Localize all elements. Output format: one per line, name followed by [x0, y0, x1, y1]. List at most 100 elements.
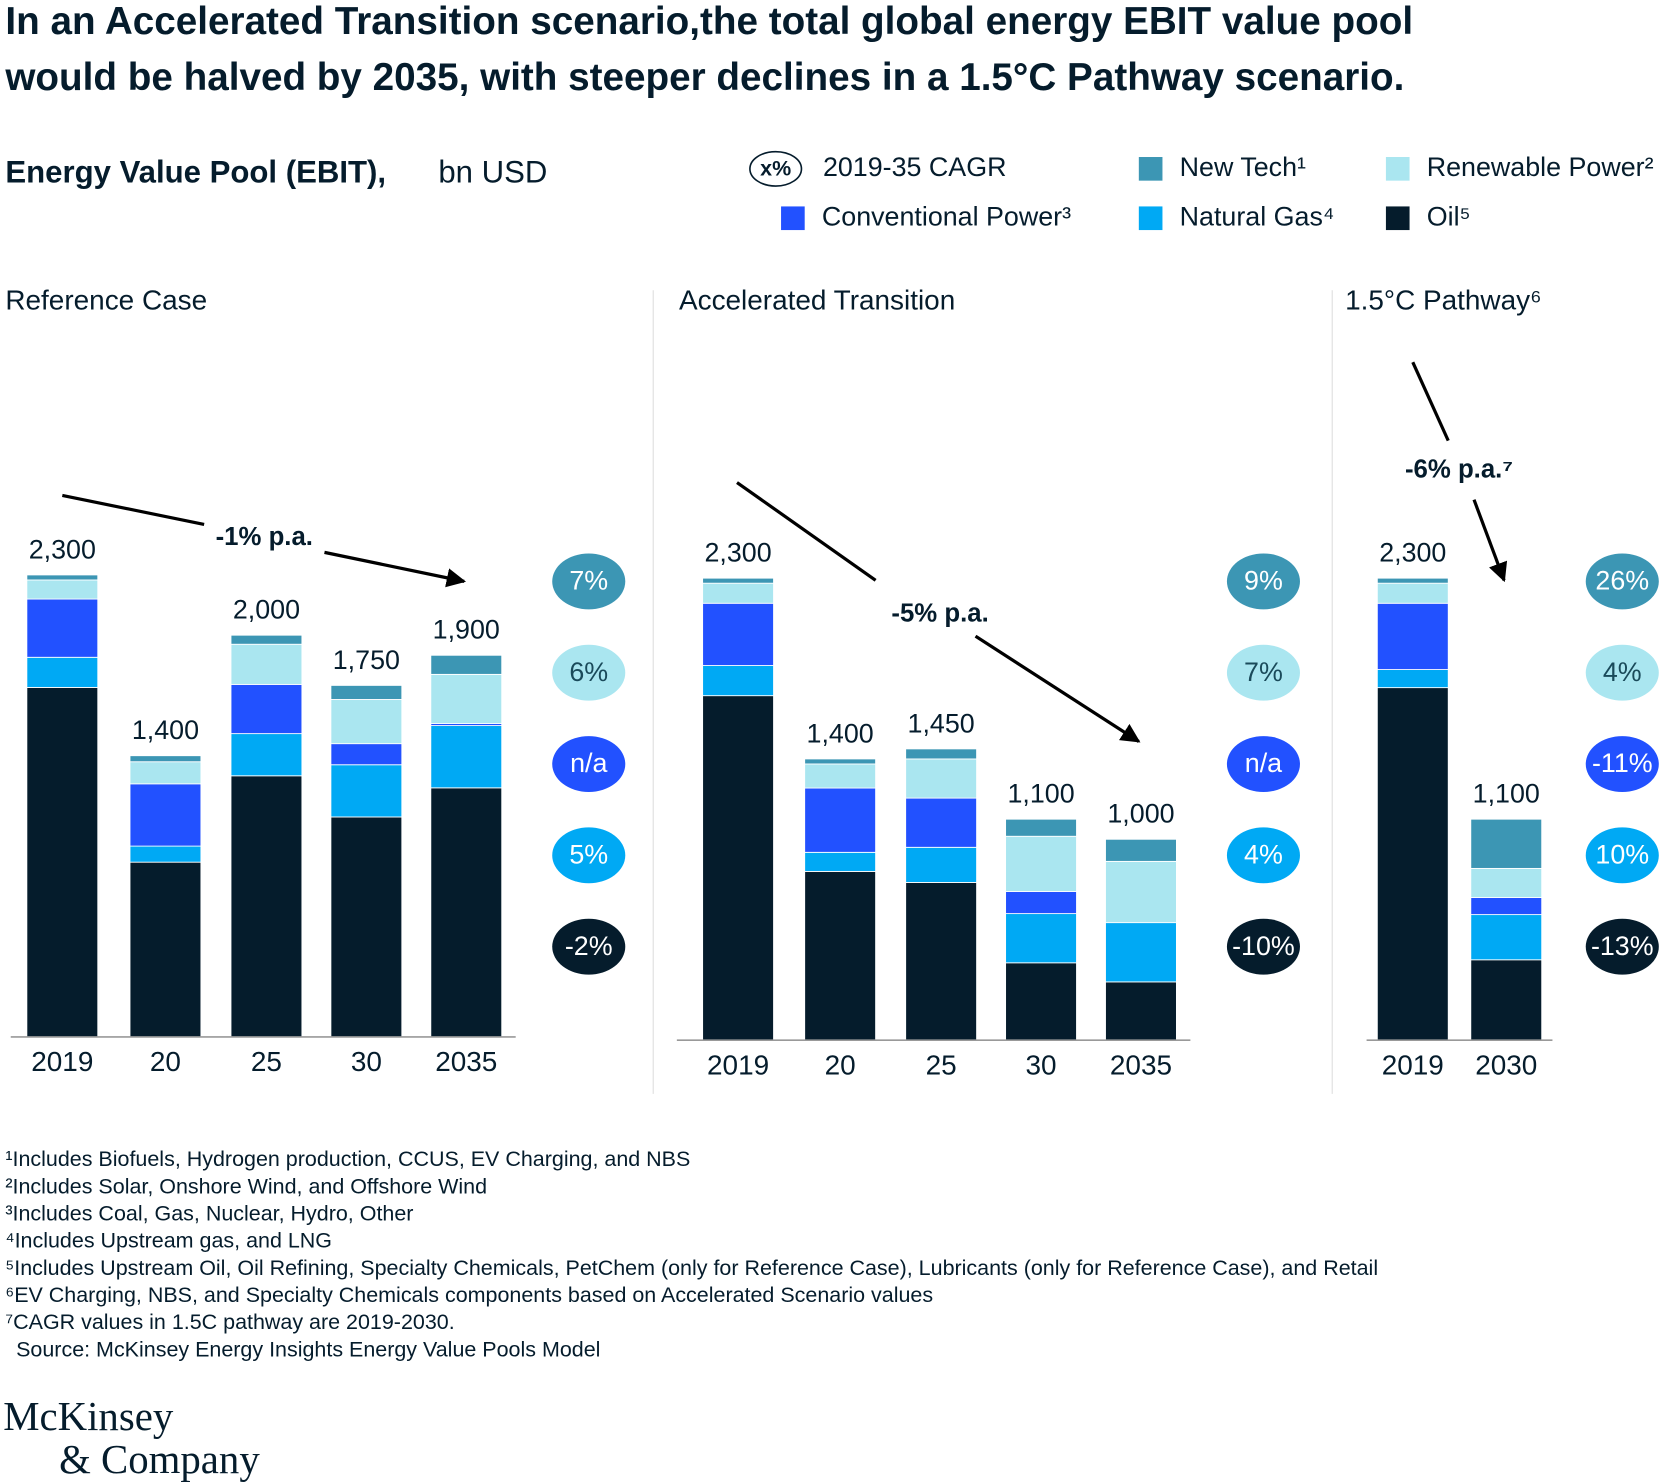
bar-segment — [905, 758, 978, 799]
x-tick-label: 2019 — [707, 1049, 769, 1080]
bar-segment — [1376, 687, 1449, 1041]
bar-segment — [26, 579, 99, 600]
legend-label: Renewable Power² — [1427, 152, 1654, 182]
panel-title: Reference Case — [5, 284, 207, 315]
bar-segment — [905, 748, 978, 760]
legend-label: 2019-35 CAGR — [823, 152, 1007, 182]
bar-segment — [1005, 962, 1077, 1041]
bar-segment — [230, 775, 303, 1038]
bar-segment — [26, 686, 99, 1038]
trend-arrow — [974, 634, 1141, 743]
bar-segment — [804, 787, 877, 853]
cagr-bubble — [1585, 827, 1659, 884]
unit: bn USD — [438, 154, 547, 189]
bar-segment — [1105, 838, 1177, 862]
legend-label: New Tech¹ — [1180, 152, 1306, 182]
cagr-label: 5% — [569, 840, 608, 870]
bar-segment — [26, 574, 99, 581]
cagr-label: 4% — [1244, 840, 1283, 870]
x-tick-label: 2030 — [1475, 1049, 1537, 1080]
logo: McKinsey — [3, 1394, 174, 1439]
cagr-bubble — [1226, 918, 1300, 975]
cagr-bubble — [552, 736, 626, 792]
cagr-label: 26% — [1595, 566, 1649, 596]
bar-segment — [330, 699, 403, 745]
cagr-label: 7% — [569, 566, 608, 596]
total-label: 1,900 — [433, 615, 500, 645]
footnote: ⁴Includes Upstream gas, and LNG — [5, 1229, 332, 1253]
legend-label: Conventional Power³ — [822, 201, 1071, 231]
bar-segment — [905, 797, 978, 848]
total-label: 1,100 — [1007, 779, 1074, 809]
bar-segment — [1376, 582, 1449, 604]
cagr-label: -10% — [1232, 931, 1295, 961]
total-label: 1,750 — [333, 645, 400, 675]
logo: & Company — [59, 1437, 260, 1482]
trend-line — [736, 481, 877, 582]
bar-segment — [430, 673, 503, 725]
subtitle: Energy Value Pool (EBIT), — [5, 154, 386, 189]
bar-segment — [230, 634, 303, 645]
cagr-label: -13% — [1591, 931, 1654, 961]
cagr-label: 7% — [1244, 657, 1283, 687]
cagr-label: -11% — [1592, 748, 1653, 778]
bar-segment — [129, 861, 202, 1038]
bar-segment — [330, 743, 403, 766]
total-label: 2,300 — [704, 538, 771, 568]
bar-segment — [1005, 891, 1077, 915]
total-label: 1,400 — [807, 718, 874, 748]
total-label: 1,000 — [1107, 799, 1174, 829]
cagr-label: -2% — [565, 931, 613, 961]
x-tick-label: 20 — [150, 1046, 181, 1077]
x-tick-label: 2019 — [1382, 1049, 1444, 1080]
cagr-bubble — [1226, 827, 1300, 884]
bar-segment — [804, 870, 877, 1041]
bar-segment — [1470, 959, 1543, 1041]
cagr-label: 9% — [1244, 566, 1283, 596]
legend-swatch — [1138, 206, 1163, 231]
bar-segment — [330, 816, 403, 1038]
footnote: ¹Includes Biofuels, Hydrogen production,… — [5, 1147, 690, 1171]
legend-label: Natural Gas⁴ — [1180, 201, 1335, 231]
cagr-bubble — [1226, 644, 1300, 701]
bar-segment — [1470, 867, 1543, 898]
x-tick-label: 20 — [825, 1049, 856, 1080]
footnote: ⁷CAGR values in 1.5C pathway are 2019-20… — [5, 1310, 454, 1334]
x-tick-label: 2019 — [31, 1046, 93, 1077]
cagr-label: 10% — [1595, 840, 1649, 870]
bar-segment — [1105, 860, 1177, 924]
source: Source: McKinsey Energy Insights Energy … — [16, 1337, 600, 1361]
bar-segment — [430, 725, 503, 789]
bar-segment — [230, 733, 303, 777]
bar-segment — [702, 577, 774, 584]
bar-segment — [1470, 914, 1543, 961]
x-tick-label: 25 — [251, 1046, 282, 1077]
bar-segment — [702, 582, 774, 604]
cagr-label: n/a — [1245, 748, 1282, 778]
bar-segment — [804, 758, 877, 765]
x-tick-label: 25 — [926, 1049, 957, 1080]
panel-title: 1.5°C Pathway⁶ — [1345, 284, 1542, 315]
cagr-label: 6% — [569, 657, 608, 687]
legend-swatch — [1138, 157, 1163, 181]
legend-swatch — [781, 206, 805, 231]
bar-segment — [1376, 577, 1449, 584]
legend-swatch — [1385, 206, 1410, 231]
total-label: 2,300 — [1379, 538, 1446, 568]
bar-segment — [804, 763, 877, 789]
x-tick-label: 30 — [1026, 1049, 1057, 1080]
bar-segment — [230, 683, 303, 735]
bar-segment — [702, 695, 774, 1041]
bar-segment — [330, 684, 403, 700]
cagr-label: n/a — [570, 748, 607, 778]
trend-arrow — [1472, 499, 1508, 583]
x-tick-label: 2035 — [435, 1046, 497, 1077]
bar-segment — [905, 882, 978, 1041]
bar-segment — [702, 665, 774, 697]
cagr-label: 4% — [1603, 657, 1642, 687]
bar-segment — [26, 656, 99, 688]
bar-segment — [804, 851, 877, 872]
footnote: ⁵Includes Upstream Oil, Oil Refining, Sp… — [5, 1256, 1378, 1280]
cagr-bubble — [1585, 644, 1659, 701]
x-tick-label: 30 — [351, 1046, 382, 1077]
